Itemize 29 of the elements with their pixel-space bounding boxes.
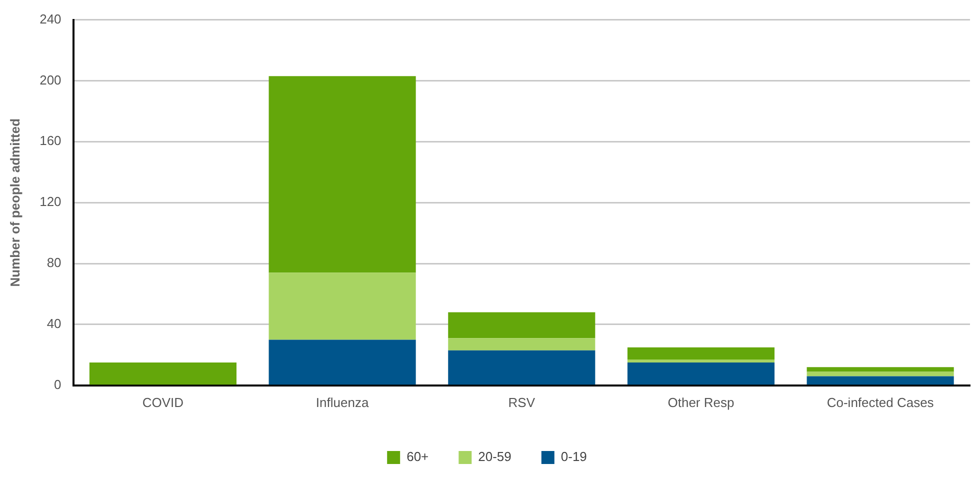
y-tick-label: 240 [40, 11, 62, 26]
legend-label: 0-19 [560, 449, 587, 464]
bar [448, 338, 596, 350]
bar [627, 347, 775, 360]
bar [806, 367, 954, 372]
bar [806, 372, 954, 376]
y-tick-label: 120 [40, 194, 62, 210]
x-tick-label: RSV [508, 394, 536, 410]
y-axis-title: Number of people admitted [7, 118, 22, 287]
x-tick-label: Influenza [316, 394, 370, 410]
y-tick-label: 160 [40, 133, 62, 148]
bar [806, 376, 954, 385]
x-tick-label: Other Resp [668, 394, 734, 410]
y-tick-label: 80 [46, 255, 62, 270]
bar [268, 272, 416, 340]
bar [268, 340, 416, 385]
y-tick-label: 200 [40, 72, 62, 88]
bar [627, 362, 775, 385]
x-tick-label: COVID [142, 394, 184, 410]
bar [89, 362, 236, 385]
bar [448, 312, 596, 338]
bar [448, 350, 596, 385]
legend-label: 60+ [406, 449, 429, 464]
bar [627, 360, 775, 363]
legend-label: 20-59 [478, 449, 512, 464]
y-tick-label: 0 [54, 376, 62, 392]
x-tick-label: Co-infected Cases [826, 394, 934, 410]
bar [268, 76, 416, 273]
y-tick-label: 40 [46, 316, 62, 332]
